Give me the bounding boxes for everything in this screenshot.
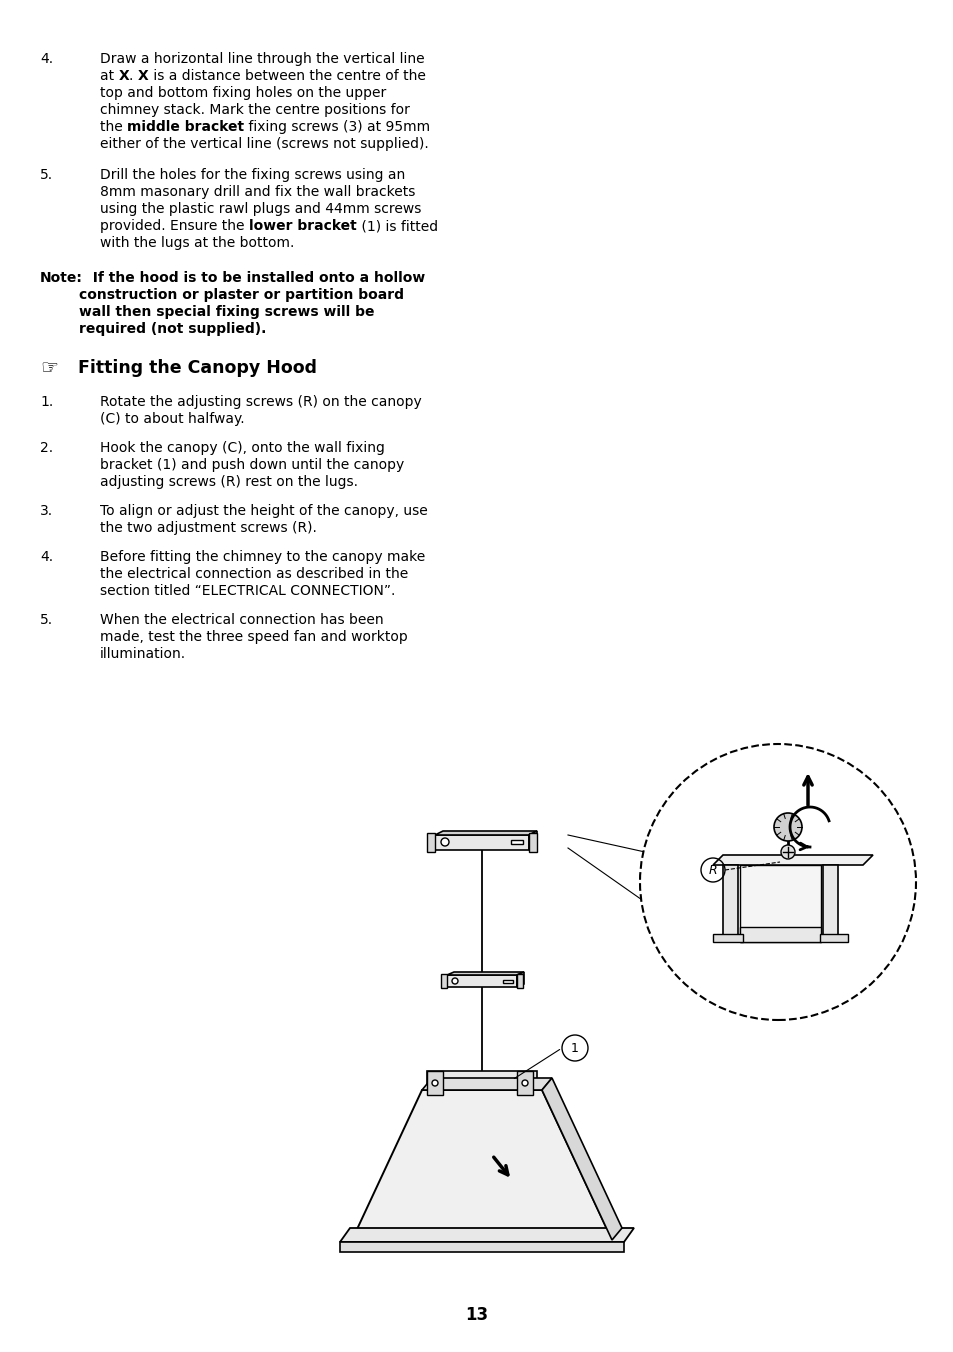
Text: section titled “ELECTRICAL CONNECTION”.: section titled “ELECTRICAL CONNECTION”.	[100, 584, 395, 598]
Text: 13: 13	[465, 1306, 488, 1324]
Text: illumination.: illumination.	[100, 648, 186, 661]
Polygon shape	[440, 973, 447, 988]
Text: (C) to about halfway.: (C) to about halfway.	[100, 412, 244, 426]
Polygon shape	[740, 927, 821, 942]
Text: Note:: Note:	[40, 270, 83, 285]
Text: .: .	[129, 69, 138, 82]
Text: 5.: 5.	[40, 168, 53, 183]
Polygon shape	[427, 833, 435, 852]
Circle shape	[432, 1080, 437, 1086]
Text: required (not supplied).: required (not supplied).	[40, 322, 266, 337]
Text: 4.: 4.	[40, 550, 53, 564]
Polygon shape	[722, 865, 738, 937]
Circle shape	[452, 977, 457, 984]
Text: Before fitting the chimney to the canopy make: Before fitting the chimney to the canopy…	[100, 550, 425, 564]
Polygon shape	[517, 973, 522, 988]
Text: Drill the holes for the fixing screws using an: Drill the holes for the fixing screws us…	[100, 168, 405, 183]
Text: lower bracket: lower bracket	[249, 219, 356, 233]
Circle shape	[440, 838, 449, 846]
Circle shape	[781, 845, 794, 859]
Text: the: the	[100, 120, 127, 134]
Text: 5.: 5.	[40, 612, 53, 627]
Text: X: X	[118, 69, 129, 82]
Text: top and bottom fixing holes on the upper: top and bottom fixing holes on the upper	[100, 87, 386, 100]
Text: 1.: 1.	[40, 395, 53, 410]
Polygon shape	[435, 836, 529, 850]
Text: X: X	[138, 69, 149, 82]
Polygon shape	[740, 865, 821, 942]
Polygon shape	[447, 975, 517, 987]
Polygon shape	[712, 854, 872, 865]
Polygon shape	[529, 831, 537, 850]
Bar	[712, 934, 742, 942]
Text: wall then special fixing screws will be: wall then special fixing screws will be	[40, 306, 375, 319]
Text: the two adjustment screws (R).: the two adjustment screws (R).	[100, 521, 316, 535]
Text: R: R	[708, 864, 717, 876]
Text: To align or adjust the height of the canopy, use: To align or adjust the height of the can…	[100, 504, 427, 518]
Text: Hook the canopy (C), onto the wall fixing: Hook the canopy (C), onto the wall fixin…	[100, 441, 384, 456]
Text: chimney stack. Mark the centre positions for: chimney stack. Mark the centre positions…	[100, 103, 410, 118]
Text: either of the vertical line (screws not supplied).: either of the vertical line (screws not …	[100, 137, 428, 151]
Text: (1) is fitted: (1) is fitted	[356, 219, 437, 233]
Circle shape	[639, 744, 915, 1019]
Polygon shape	[529, 833, 537, 852]
Text: 1: 1	[571, 1041, 578, 1055]
Polygon shape	[421, 1078, 552, 1090]
Text: is a distance between the centre of the: is a distance between the centre of the	[149, 69, 425, 82]
Text: Draw a horizontal line through the vertical line: Draw a horizontal line through the verti…	[100, 51, 424, 66]
Text: 8mm masonary drill and fix the wall brackets: 8mm masonary drill and fix the wall brac…	[100, 185, 415, 199]
Text: fixing screws (3) at 95mm: fixing screws (3) at 95mm	[244, 120, 430, 134]
Text: using the plastic rawl plugs and 44mm screws: using the plastic rawl plugs and 44mm sc…	[100, 201, 421, 216]
Polygon shape	[352, 1090, 612, 1240]
Polygon shape	[517, 972, 523, 987]
Bar	[517, 1071, 533, 1095]
Text: provided. Ensure the: provided. Ensure the	[100, 219, 249, 233]
Bar	[427, 1071, 442, 1095]
Text: When the electrical connection has been: When the electrical connection has been	[100, 612, 383, 627]
Bar	[511, 840, 522, 844]
Text: Rotate the adjusting screws (R) on the canopy: Rotate the adjusting screws (R) on the c…	[100, 395, 421, 410]
Text: Fitting the Canopy Hood: Fitting the Canopy Hood	[78, 360, 316, 377]
Polygon shape	[435, 831, 537, 836]
Text: at: at	[100, 69, 118, 82]
Polygon shape	[339, 1228, 634, 1242]
Text: 2.: 2.	[40, 441, 53, 456]
Text: 4.: 4.	[40, 51, 53, 66]
Polygon shape	[541, 1078, 621, 1240]
Text: the electrical connection as described in the: the electrical connection as described i…	[100, 566, 408, 581]
Text: 3.: 3.	[40, 504, 53, 518]
Text: middle bracket: middle bracket	[127, 120, 244, 134]
Text: construction or plaster or partition board: construction or plaster or partition boa…	[40, 288, 403, 301]
Bar	[502, 980, 513, 983]
Text: bracket (1) and push down until the canopy: bracket (1) and push down until the cano…	[100, 458, 404, 472]
Bar	[820, 934, 847, 942]
Text: adjusting screws (R) rest on the lugs.: adjusting screws (R) rest on the lugs.	[100, 475, 357, 489]
Text: If the hood is to be installed onto a hollow: If the hood is to be installed onto a ho…	[83, 270, 425, 285]
Polygon shape	[447, 972, 523, 975]
Text: with the lugs at the bottom.: with the lugs at the bottom.	[100, 237, 294, 250]
Circle shape	[773, 813, 801, 841]
Polygon shape	[339, 1242, 623, 1252]
Text: ☞: ☞	[40, 360, 58, 379]
Circle shape	[521, 1080, 527, 1086]
Polygon shape	[822, 865, 837, 937]
Bar	[427, 1071, 537, 1086]
Text: made, test the three speed fan and worktop: made, test the three speed fan and workt…	[100, 630, 407, 644]
